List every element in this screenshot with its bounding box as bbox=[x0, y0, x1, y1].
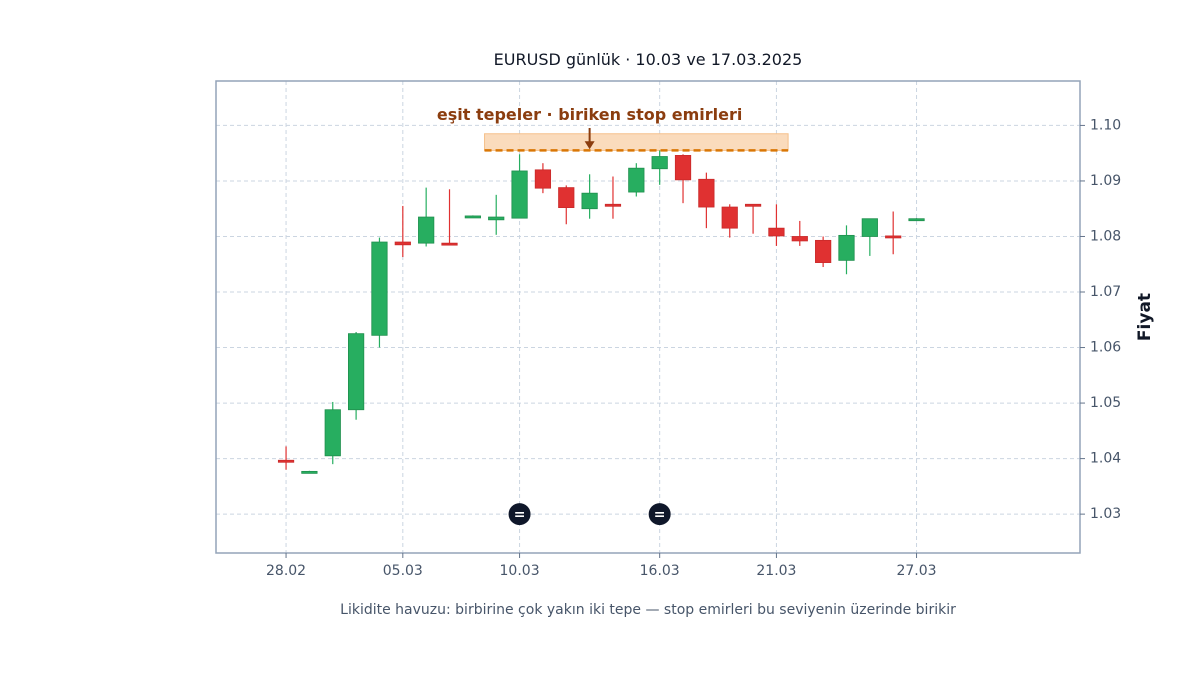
candle-body bbox=[698, 178, 715, 208]
candle bbox=[464, 215, 481, 219]
candle-body bbox=[394, 241, 411, 246]
candle bbox=[838, 225, 855, 275]
marker-dot bbox=[648, 503, 671, 526]
candle bbox=[277, 446, 295, 470]
candle bbox=[768, 204, 785, 246]
candle bbox=[651, 150, 668, 185]
plot-frame bbox=[215, 80, 1081, 554]
candle bbox=[721, 204, 738, 238]
candle-body bbox=[488, 216, 505, 221]
annotation-arrow-head bbox=[584, 141, 595, 150]
equal-high-marker: = bbox=[508, 503, 531, 526]
x-tick-label: 05.03 bbox=[383, 563, 423, 579]
resistance-zone bbox=[484, 133, 789, 151]
candle bbox=[371, 237, 388, 348]
candle-body bbox=[348, 333, 365, 411]
candle bbox=[744, 203, 762, 234]
candle-body bbox=[371, 241, 388, 336]
candle bbox=[324, 401, 341, 465]
candle-body bbox=[768, 227, 785, 237]
candle-body bbox=[604, 203, 622, 207]
candle bbox=[581, 174, 598, 219]
candle bbox=[791, 220, 808, 246]
candle-body bbox=[885, 235, 902, 239]
annotation-text: eşit tepeler · biriken stop emirleri bbox=[437, 105, 742, 124]
candle bbox=[301, 470, 318, 474]
candle-body bbox=[534, 169, 552, 189]
y-tick-label: 1.09 bbox=[1090, 173, 1121, 189]
candle bbox=[815, 236, 832, 268]
chart-title: EURUSD günlük · 10.03 ve 17.03.2025 bbox=[493, 50, 803, 69]
candle-body bbox=[418, 216, 435, 244]
y-axis-label: Fiyat bbox=[1135, 293, 1155, 341]
candle bbox=[885, 211, 902, 255]
candle bbox=[628, 163, 645, 197]
marker-dot bbox=[508, 503, 531, 526]
x-tick-label: 21.03 bbox=[756, 563, 796, 579]
marker-label: = bbox=[654, 507, 666, 523]
annotation-layer: eşit tepeler · biriken stop emirleri bbox=[437, 105, 742, 150]
x-tick-label: 10.03 bbox=[500, 563, 540, 579]
y-tick-label: 1.10 bbox=[1090, 117, 1121, 133]
y-tick-label: 1.03 bbox=[1090, 506, 1121, 522]
candle bbox=[674, 154, 692, 204]
candle-body bbox=[838, 234, 855, 261]
candle-body bbox=[744, 203, 762, 207]
y-tick-label: 1.07 bbox=[1090, 284, 1121, 300]
chart-caption: Likidite havuzu: birbirine çok yakın iki… bbox=[340, 602, 956, 618]
candles bbox=[277, 150, 925, 474]
resistance-zone-layer bbox=[484, 133, 789, 152]
candle bbox=[558, 185, 575, 225]
candle-body bbox=[324, 409, 341, 457]
candle-body bbox=[441, 242, 458, 246]
candle-body bbox=[861, 218, 878, 237]
x-tick-label: 27.03 bbox=[896, 563, 936, 579]
candle-body bbox=[908, 218, 925, 222]
equal-high-marker: = bbox=[648, 503, 671, 526]
grid bbox=[216, 81, 1080, 553]
candle-body bbox=[628, 167, 645, 193]
candle bbox=[698, 172, 715, 229]
candle-body bbox=[581, 192, 598, 210]
candle-body bbox=[651, 156, 668, 170]
candle-body bbox=[511, 170, 528, 219]
y-tick-label: 1.05 bbox=[1090, 395, 1121, 411]
candle bbox=[861, 218, 878, 256]
candle bbox=[604, 176, 622, 219]
candle bbox=[534, 163, 552, 194]
candle bbox=[418, 187, 435, 247]
candle-body bbox=[301, 470, 318, 474]
x-tick-label: 16.03 bbox=[640, 563, 680, 579]
y-tick-label: 1.04 bbox=[1090, 451, 1121, 467]
y-tick-label: 1.06 bbox=[1090, 340, 1121, 356]
candle bbox=[511, 154, 528, 219]
y-tick-label: 1.08 bbox=[1090, 228, 1121, 244]
candle-body bbox=[277, 459, 295, 463]
candle-body bbox=[464, 215, 481, 219]
equal-high-markers: = = bbox=[508, 503, 671, 526]
candle bbox=[488, 194, 505, 235]
candle bbox=[441, 189, 458, 246]
candle-body bbox=[558, 187, 575, 209]
candle bbox=[908, 218, 925, 222]
candle-body bbox=[721, 206, 738, 229]
axes: 1.03 1.04 1.05 1.06 1.07 1.08 1.09 1.10 28.02 05.… bbox=[266, 117, 1121, 579]
candle bbox=[394, 205, 411, 258]
candle bbox=[348, 331, 365, 420]
marker-label: = bbox=[514, 507, 526, 523]
candle-body bbox=[815, 239, 832, 263]
candle-body bbox=[791, 236, 808, 242]
x-tick-label: 28.02 bbox=[266, 563, 306, 579]
candle-body bbox=[674, 155, 692, 181]
